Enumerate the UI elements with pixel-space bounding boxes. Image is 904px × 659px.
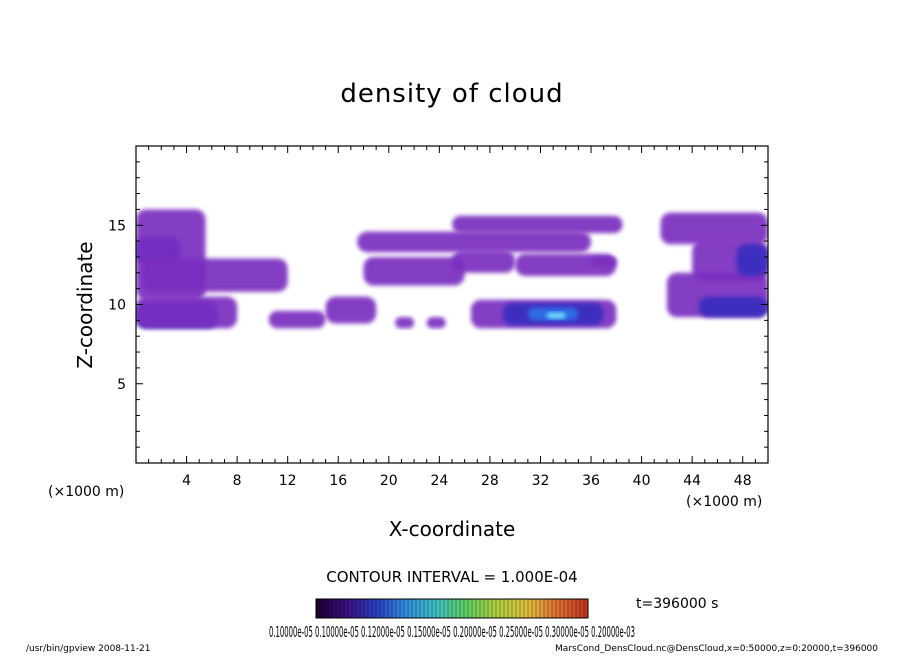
cloud-region <box>546 312 566 319</box>
cloud-region <box>268 310 326 329</box>
x-tick-label: 32 <box>532 473 550 489</box>
cloud-region <box>426 317 446 329</box>
cloud-region <box>736 244 768 276</box>
y-axis-label: Z-coordinate <box>73 241 97 368</box>
y-tick-label: 5 <box>117 377 126 393</box>
x-tick-label: 20 <box>380 473 398 489</box>
x-tick-label: 28 <box>481 473 499 489</box>
chart-title: density of cloud <box>340 79 563 109</box>
cloud-region <box>136 296 238 329</box>
x-tick-label: 40 <box>633 473 651 489</box>
x-tick-label: 8 <box>233 473 242 489</box>
x-tick-label: 12 <box>279 473 297 489</box>
x-tick-label: 36 <box>582 473 600 489</box>
footer-right: MarsCond_DensCloud.nc@DensCloud,x=0:5000… <box>555 644 878 654</box>
cloud-region <box>363 256 465 286</box>
colorbar <box>315 598 589 619</box>
cloud-regions <box>136 209 768 329</box>
cloud-region <box>142 258 288 292</box>
y-axis-unit: (×1000 m) <box>48 484 124 500</box>
cloud-region <box>395 317 415 329</box>
cloud-region <box>357 231 592 253</box>
x-tick-label: 48 <box>734 473 752 489</box>
x-axis-ticks: 4 8 12 16 20 24 28 32 36 40 44 48 <box>148 146 756 489</box>
cloud-region <box>452 250 516 273</box>
cloud-region <box>325 296 377 324</box>
footer-left: /usr/bin/gpview 2008-11-21 <box>26 644 150 654</box>
colorbar-ticks <box>319 599 585 618</box>
contour-interval-label: CONTOUR INTERVAL = 1.000E-04 <box>326 568 577 586</box>
cloud-region <box>515 253 617 276</box>
y-axis-ticks: 5 10 15 <box>108 161 768 448</box>
x-tick-label: 16 <box>329 473 347 489</box>
cloud-region <box>452 215 623 234</box>
cloud-region <box>591 256 617 267</box>
y-tick-label: 10 <box>108 298 126 314</box>
x-tick-label: 24 <box>430 473 448 489</box>
cloud-region <box>660 212 768 245</box>
x-tick-label: 4 <box>182 473 191 489</box>
colorbar-frame <box>315 598 589 619</box>
colorbar-label: 0.10000e-05 0.10000e-05 0.12000e-05 0.15… <box>269 623 635 641</box>
x-axis-label: X-coordinate <box>389 517 516 541</box>
time-label: t=396000 s <box>636 596 718 612</box>
x-axis-unit: (×1000 m) <box>686 494 762 510</box>
y-tick-label: 15 <box>108 218 126 234</box>
cloud-region <box>698 296 768 318</box>
x-tick-label: 44 <box>683 473 701 489</box>
